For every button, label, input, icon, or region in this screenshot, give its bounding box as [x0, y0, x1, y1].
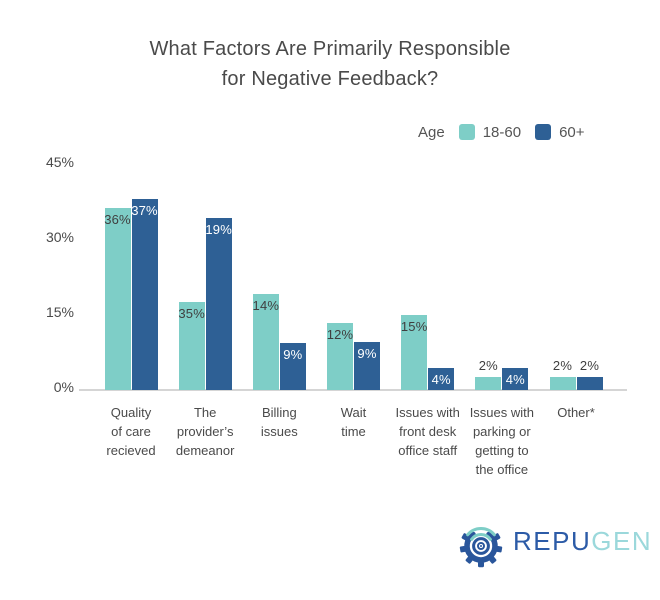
legend: Age 18-60 60+ [418, 123, 585, 141]
repugen-logo: REPUGEN [456, 512, 652, 570]
logo-text-repu: REPU [513, 525, 592, 556]
logo-wordmark: REPUGEN [513, 526, 652, 557]
y-tick-label: 30% [45, 229, 74, 245]
bar-60+-2 [205, 218, 232, 390]
category-label-1: Quality of care recieved [106, 405, 156, 458]
bar-60+-1 [131, 199, 158, 390]
category-label-7: Other* [557, 405, 595, 420]
bar-18-60-2 [178, 302, 205, 390]
bar-18-60-7 [549, 377, 576, 390]
legend-swatch-60plus [535, 124, 552, 140]
bar-value-label: 2% [552, 358, 573, 373]
legend-title: Age [418, 123, 445, 141]
bar-value-label: 15% [400, 319, 428, 334]
bar-value-label: 4% [431, 372, 451, 387]
chart-title-line-2: for Negative Feedback? [221, 68, 439, 90]
gear-signal-icon [459, 527, 503, 568]
bar-18-60-1 [104, 208, 131, 390]
logo-text-gen: GEN [591, 525, 653, 556]
bar-value-label: 36% [104, 212, 131, 227]
bar-value-label: 37% [131, 203, 158, 218]
y-tick-label: 0% [53, 379, 74, 395]
bar-60+-3 [279, 343, 306, 390]
bar-value-label: 12% [326, 327, 354, 342]
category-label-4: Wait time [340, 405, 367, 439]
legend-swatch-18-60 [458, 124, 475, 140]
bar-value-label: 9% [283, 347, 303, 362]
category-label-3: Billing issues [260, 405, 298, 439]
category-label-6: Issues with parking or getting to the offic… [469, 405, 534, 477]
category-label-2: The provider’s demeanor [175, 405, 235, 458]
bar-value-label: 4% [505, 372, 525, 387]
bar-18-60-5 [401, 315, 428, 390]
bar-value-label: 9% [357, 346, 377, 361]
bar-60+-5 [428, 368, 455, 390]
y-tick-label: 15% [45, 304, 74, 320]
bar-60+-6 [502, 368, 529, 390]
legend-label-60plus: 60+ [559, 123, 585, 141]
bar-value-label: 2% [478, 358, 498, 373]
x-axis-line [79, 389, 627, 391]
bar-60+-4 [354, 342, 380, 390]
bar-18-60-6 [475, 377, 502, 390]
category-label-5: Issues with front desk office staff [395, 405, 460, 458]
y-tick-label: 45% [45, 154, 74, 170]
bar-value-label: 35% [178, 306, 205, 321]
chart-title-line-1: What Factors Are Primarily Responsible [149, 38, 511, 60]
legend-label-18-60: 18-60 [482, 123, 522, 141]
bar-60+-7 [576, 377, 603, 390]
bar-value-label: 19% [205, 222, 232, 237]
bar-value-label: 14% [252, 298, 280, 313]
bar-18-60-4 [327, 323, 353, 390]
bar-18-60-3 [252, 294, 279, 390]
bar-value-label: 2% [579, 358, 600, 373]
